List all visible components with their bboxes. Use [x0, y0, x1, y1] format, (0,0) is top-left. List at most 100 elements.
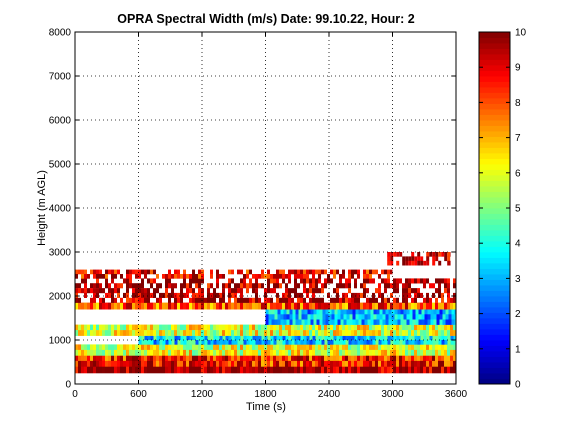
heatmap-cell — [84, 349, 87, 356]
heatmap-cell — [372, 330, 375, 336]
heatmap-cell — [180, 349, 183, 356]
colorbar-tick-label: 1 — [515, 344, 521, 355]
heatmap-cell — [246, 360, 249, 367]
heatmap-cell — [243, 297, 246, 303]
heatmap-cell — [348, 302, 351, 310]
heatmap-cell — [414, 278, 417, 284]
heatmap-cell — [357, 330, 360, 336]
heatmap-cell — [342, 344, 345, 351]
heatmap-cell — [237, 349, 240, 356]
heatmap-cell — [315, 360, 318, 367]
heatmap-cell — [366, 269, 369, 275]
heatmap-cell — [441, 324, 444, 331]
heatmap-cell — [432, 344, 435, 351]
heatmap-cell — [255, 288, 258, 294]
heatmap-cell — [228, 360, 231, 367]
heatmap-cell — [276, 349, 279, 356]
colorbar-segment — [479, 158, 510, 165]
heatmap-cell — [312, 292, 315, 298]
heatmap-cell — [331, 319, 335, 325]
heatmap-cell — [435, 340, 439, 345]
heatmap-cell — [267, 288, 270, 294]
heatmap-cell — [291, 349, 294, 356]
heatmap-cell — [321, 288, 324, 294]
heatmap-cell — [192, 366, 195, 374]
heatmap-cell — [418, 314, 422, 320]
heatmap-cell — [141, 283, 144, 289]
heatmap-cell — [165, 355, 168, 362]
heatmap-cell — [439, 314, 443, 320]
heatmap-cell — [156, 330, 159, 336]
heatmap-cell — [240, 366, 243, 374]
heatmap-cell — [108, 288, 111, 294]
heatmap-cell — [96, 269, 99, 275]
heatmap-cell — [336, 297, 339, 303]
heatmap-cell — [234, 340, 238, 345]
heatmap-cell — [399, 366, 402, 374]
heatmap-cell — [384, 324, 387, 331]
heatmap-cell — [432, 330, 435, 336]
heatmap-cell — [156, 349, 159, 356]
heatmap-cell — [327, 278, 330, 284]
heatmap-cell — [276, 324, 279, 331]
colorbar-segment — [479, 54, 510, 60]
heatmap-cell — [210, 344, 213, 351]
heatmap-cell — [75, 297, 78, 303]
heatmap-cell — [384, 302, 387, 310]
heatmap-cell — [156, 355, 159, 362]
heatmap-cell — [279, 335, 283, 341]
heatmap-cell — [372, 292, 375, 298]
heatmap-cell — [105, 330, 108, 336]
heatmap-cell — [201, 288, 204, 294]
heatmap-cell — [303, 288, 306, 294]
heatmap-cell — [144, 292, 147, 298]
heatmap-cell — [453, 335, 456, 341]
heatmap-cell — [138, 330, 141, 336]
heatmap-cell — [375, 340, 379, 345]
heatmap-cell — [264, 366, 267, 374]
heatmap-cell — [402, 288, 405, 294]
heatmap-cell — [87, 360, 90, 367]
heatmap-cell — [84, 366, 87, 374]
heatmap-cell — [405, 302, 408, 310]
heatmap-cell — [301, 309, 305, 315]
heatmap-cell — [396, 252, 400, 257]
heatmap-cell — [141, 355, 144, 362]
heatmap-cell — [342, 302, 345, 310]
heatmap-cell — [405, 283, 408, 289]
heatmap-cell — [423, 360, 426, 367]
heatmap-cell — [174, 324, 177, 331]
heatmap-cell — [354, 278, 357, 284]
colorbar-segment — [479, 285, 510, 291]
heatmap-cell — [303, 360, 306, 367]
heatmap-cell — [447, 297, 450, 303]
heatmap-cell — [441, 252, 445, 257]
heatmap-cell — [105, 278, 108, 284]
heatmap-cell — [159, 297, 162, 303]
heatmap-cell — [108, 355, 111, 362]
heatmap-cell — [405, 366, 408, 374]
colorbar-segment — [479, 76, 510, 82]
heatmap-cell — [402, 256, 406, 262]
heatmap-cell — [408, 360, 411, 367]
heatmap-cell — [126, 288, 129, 294]
heatmap-cell — [303, 269, 306, 275]
heatmap-cell — [183, 269, 186, 275]
heatmap-cell — [450, 324, 453, 331]
heatmap-cell — [444, 283, 447, 289]
heatmap-cell — [150, 302, 153, 310]
heatmap-cell — [234, 355, 237, 362]
heatmap-cell — [129, 330, 132, 336]
heatmap-cell — [315, 335, 319, 341]
heatmap-cell — [348, 366, 351, 374]
heatmap-cell — [441, 278, 444, 284]
heatmap-cell — [135, 269, 138, 275]
heatmap-cell — [84, 269, 87, 275]
heatmap-cell — [171, 344, 174, 351]
heatmap-cell — [192, 324, 195, 331]
heatmap-cell — [132, 330, 135, 336]
heatmap-cell — [75, 283, 78, 289]
heatmap-cell — [234, 292, 237, 298]
heatmap-cell — [315, 344, 318, 351]
heatmap-cell — [426, 340, 430, 345]
